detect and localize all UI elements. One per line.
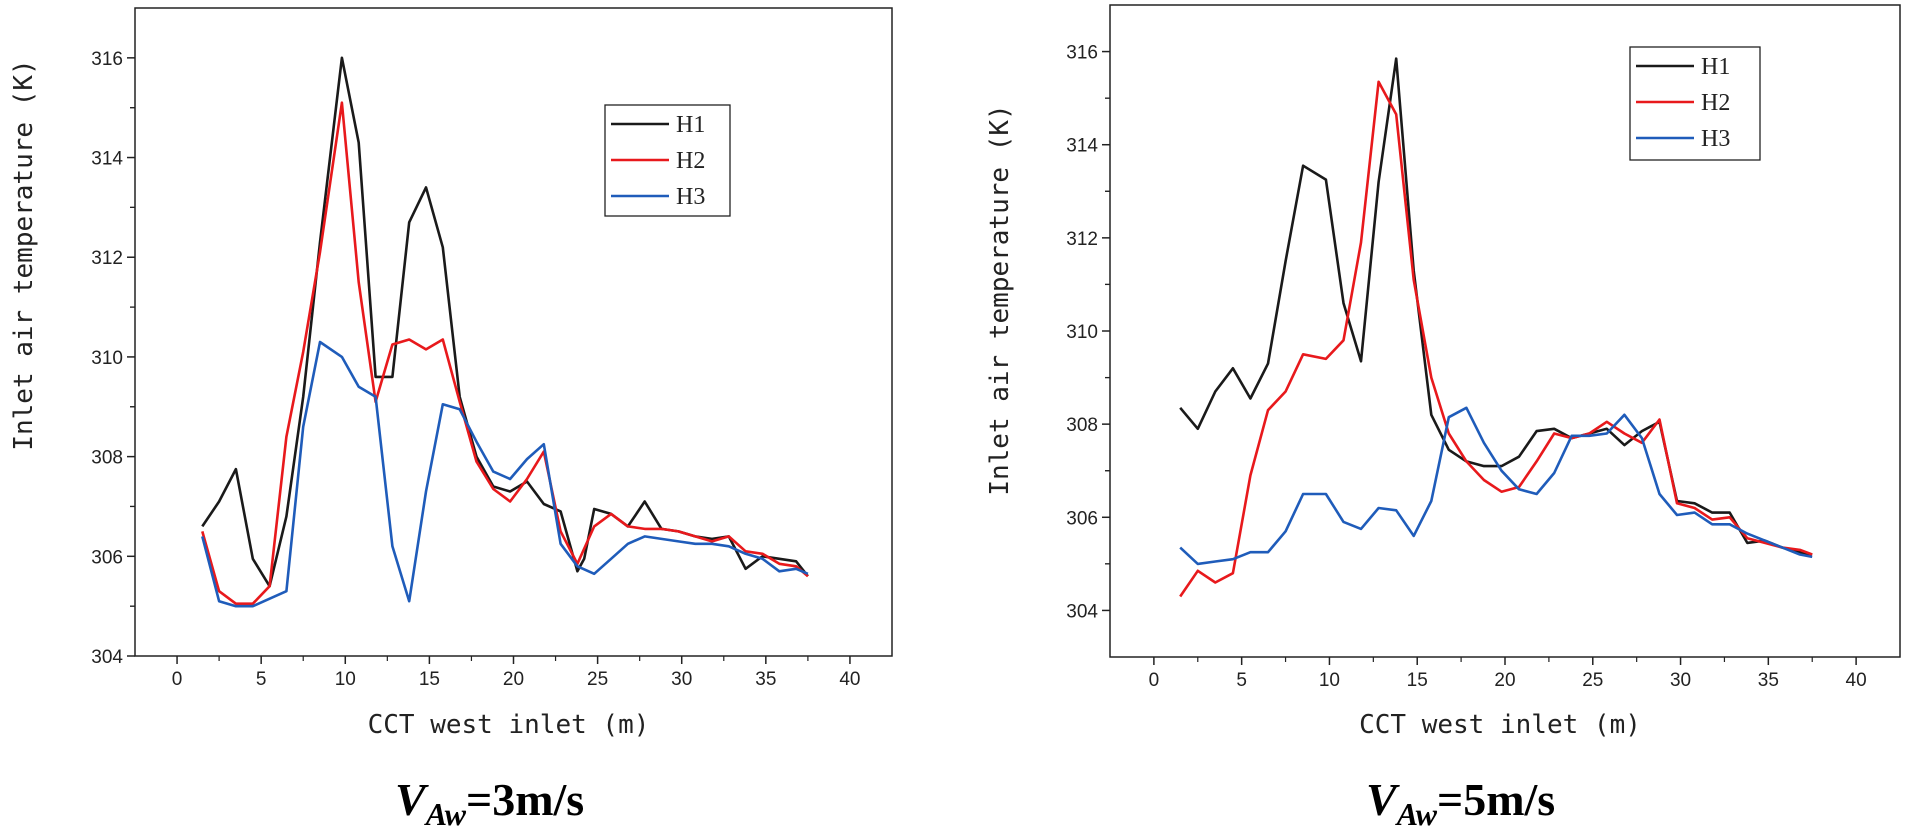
legend: H1 H2 H3 — [604, 104, 731, 217]
x-tick-label: 40 — [1846, 670, 1867, 691]
x-tick-label: 20 — [1494, 670, 1515, 691]
caption-var: V — [395, 774, 429, 825]
legend-box — [1629, 46, 1761, 161]
caption-var: V — [1366, 774, 1400, 825]
y-tick-label: 306 — [1066, 508, 1098, 529]
series-line-h1 — [201, 56, 809, 588]
legend-label-h3: H3 — [676, 184, 705, 210]
legend: H1 H2 H3 — [1629, 46, 1761, 161]
y-tick-label: 308 — [91, 448, 123, 469]
series-line-h3 — [201, 340, 809, 608]
series-line-h3 — [1179, 406, 1813, 566]
x-tick-label: 25 — [1582, 670, 1603, 691]
y-tick-label: 314 — [1066, 136, 1098, 157]
series-line-h2 — [201, 101, 809, 606]
y-tick-label: 304 — [1066, 601, 1098, 622]
y-tick-label: 304 — [91, 647, 123, 668]
y-tick-label: 312 — [1066, 229, 1098, 250]
x-tick-label: 15 — [419, 669, 440, 690]
caption-value: =5m/s — [1437, 774, 1555, 825]
x-axis-title: CCT west inlet (m) — [368, 710, 650, 740]
legend-label-h3: H3 — [1701, 126, 1730, 152]
series-line-h1 — [1179, 57, 1813, 556]
x-tick-label: 30 — [671, 669, 692, 690]
caption-value: =3m/s — [466, 774, 584, 825]
legend-label-h2: H2 — [1701, 90, 1730, 116]
y-tick-label: 312 — [91, 248, 123, 269]
chart-2: 0 5 10 15 20 25 30 35 40 304 306 308 310 312 314 316 CCT… — [985, 4, 1901, 832]
x-tick-label: 0 — [1149, 670, 1160, 691]
x-tick-label: 35 — [755, 669, 776, 690]
y-axis-title: Inlet air temperature (K) — [985, 104, 1015, 495]
x-axis-title: CCT west inlet (m) — [1359, 710, 1641, 740]
caption-subscript: Aw — [1395, 796, 1438, 832]
y-tick-label: 310 — [91, 348, 123, 369]
x-tick-label: 10 — [1319, 670, 1340, 691]
chart-1: 0 5 10 15 20 25 30 35 40 304 306 308 310 312 314 316 CCT… — [9, 7, 893, 832]
y-axis-title: Inlet air temperature (K) — [9, 59, 39, 450]
x-tick-label: 5 — [256, 669, 267, 690]
y-tick-label: 308 — [1066, 415, 1098, 436]
y-tick-label: 306 — [91, 547, 123, 568]
legend-label-h1: H1 — [1701, 54, 1730, 80]
x-tick-label: 15 — [1407, 670, 1428, 691]
y-tick-label: 316 — [91, 49, 123, 70]
x-tick-label: 5 — [1236, 670, 1247, 691]
y-tick-label: 314 — [91, 149, 123, 170]
caption-subscript: Aw — [424, 796, 467, 832]
series-line-h2 — [1179, 80, 1813, 598]
y-tick-label: 310 — [1066, 322, 1098, 343]
legend-label-h1: H1 — [676, 112, 705, 138]
x-tick-label: 30 — [1670, 670, 1691, 691]
chart-caption: VAw=3m/s — [395, 774, 584, 832]
x-tick-label: 25 — [587, 669, 608, 690]
legend-label-h2: H2 — [676, 148, 705, 174]
x-tick-label: 10 — [335, 669, 356, 690]
x-tick-label: 35 — [1758, 670, 1779, 691]
chart-caption: VAw=5m/s — [1366, 774, 1555, 832]
x-tick-label: 0 — [172, 669, 183, 690]
x-tick-label: 20 — [503, 669, 524, 690]
y-tick-label: 316 — [1066, 43, 1098, 64]
x-tick-label: 40 — [839, 669, 860, 690]
